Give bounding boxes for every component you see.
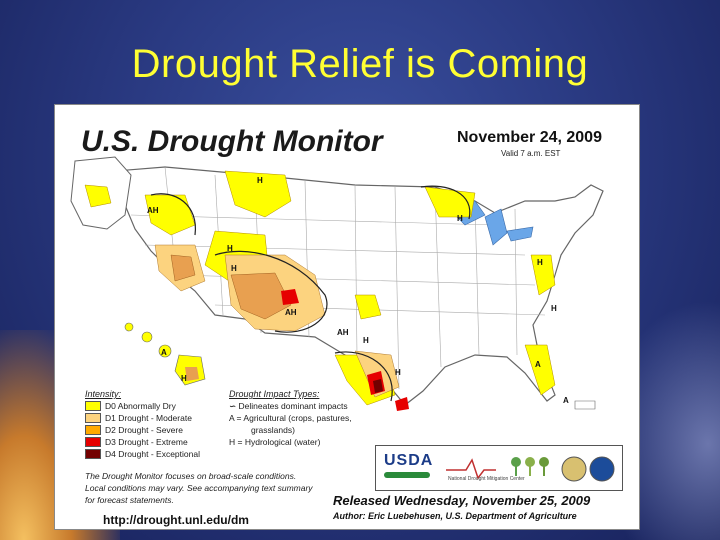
legend-label-d1: D1 Drought - Moderate [105,413,192,423]
note-line-2: Local conditions may vary. See accompany… [85,483,313,493]
impact-title: Drought Impact Types: [229,389,319,399]
label-h-idaho: H [227,244,233,253]
legend-d3: D3 Drought - Extreme [85,437,188,446]
released-date: Released Wednesday, November 25, 2009 [333,493,590,508]
impact-row-delineates: ∽ Delineates dominant impacts [229,401,348,412]
label-h-tx: H [363,336,369,345]
monitor-url[interactable]: http://drought.unl.edu/dm [103,513,249,527]
label-ah-west: AH [147,206,159,215]
agency-logos: USDA National Drought Mitigation Center [375,445,623,491]
legend-label-d4: D4 Drought - Exceptional [105,449,200,459]
label-h-nevada: H [231,264,237,273]
label-h-ne: H [537,258,543,267]
legend-swatch-d3 [85,437,101,447]
legend-d1: D1 Drought - Moderate [85,413,192,422]
label-a-keys: A [563,396,569,405]
drought-monitor-panel: H AH H H AH AH H H H H H A A A H U.S. Dr… [54,104,640,530]
legend-swatch-d4 [85,449,101,459]
author-credit: Author: Eric Luebehusen, U.S. Department… [333,511,577,521]
intensity-title: Intensity: [85,389,121,399]
label-h-mn: H [457,214,463,223]
impact-agricultural: A = Agricultural (crops, pastures, [229,413,352,423]
legend-label-d2: D2 Drought - Severe [105,425,183,435]
impact-agricultural-cont: grasslands) [251,425,295,435]
slide-title: Drought Relief is Coming [0,42,720,87]
label-a-fl: A [535,360,541,369]
impact-delineates: Delineates dominant impacts [239,401,348,411]
label-ah-nm: AH [337,328,349,337]
legend-label-d3: D3 Drought - Extreme [105,437,188,447]
legend-swatch-d1 [85,413,101,423]
label-h-east: H [551,304,557,313]
note-line-1: The Drought Monitor focuses on broad-sca… [85,471,296,481]
legend-swatch-d0 [85,401,101,411]
legend-d2: D2 Drought - Severe [85,425,183,434]
monitor-valid-time: Valid 7 a.m. EST [501,149,560,158]
monitor-title: U.S. Drought Monitor [81,125,383,159]
legend-d0: D0 Abnormally Dry [85,401,176,410]
legend-d4: D4 Drought - Exceptional [85,449,200,458]
impact-hydrological: H = Hydrological (water) [229,437,320,447]
label-h-gulf: H [395,368,401,377]
note-line-3: for forecast statements. [85,495,174,505]
label-ah-sw: AH [285,308,297,317]
label-h-hi: H [181,374,187,383]
ndmc-logo-text: National Drought Mitigation Center [448,476,525,482]
label-a-hi: A [161,348,167,357]
monitor-date: November 24, 2009 [457,129,602,147]
impact-boundary-icon: ∽ [229,401,236,411]
puerto-rico [575,401,595,409]
label-h-nw: H [257,176,263,185]
usda-logo-bar [384,472,430,478]
legend-label-d0: D0 Abnormally Dry [105,401,176,411]
legend-swatch-d2 [85,425,101,435]
usda-logo: USDA [384,452,433,470]
